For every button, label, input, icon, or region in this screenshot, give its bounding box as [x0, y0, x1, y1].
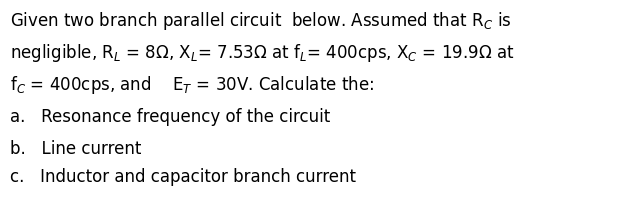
Text: Given two branch parallel circuit  below. Assumed that R$_C$ is: Given two branch parallel circuit below.… — [10, 10, 511, 32]
Text: c.   Inductor and capacitor branch current: c. Inductor and capacitor branch current — [10, 168, 356, 186]
Text: negligible, R$_L$ = 8Ω, X$_L$= 7.53Ω at f$_L$= 400cps, X$_C$ = 19.9Ω at: negligible, R$_L$ = 8Ω, X$_L$= 7.53Ω at … — [10, 42, 515, 64]
Text: b.   Line current: b. Line current — [10, 140, 142, 158]
Text: f$_C$ = 400cps, and    E$_T$ = 30V. Calculate the:: f$_C$ = 400cps, and E$_T$ = 30V. Calcula… — [10, 74, 374, 96]
Text: a.   Resonance frequency of the circuit: a. Resonance frequency of the circuit — [10, 108, 330, 126]
